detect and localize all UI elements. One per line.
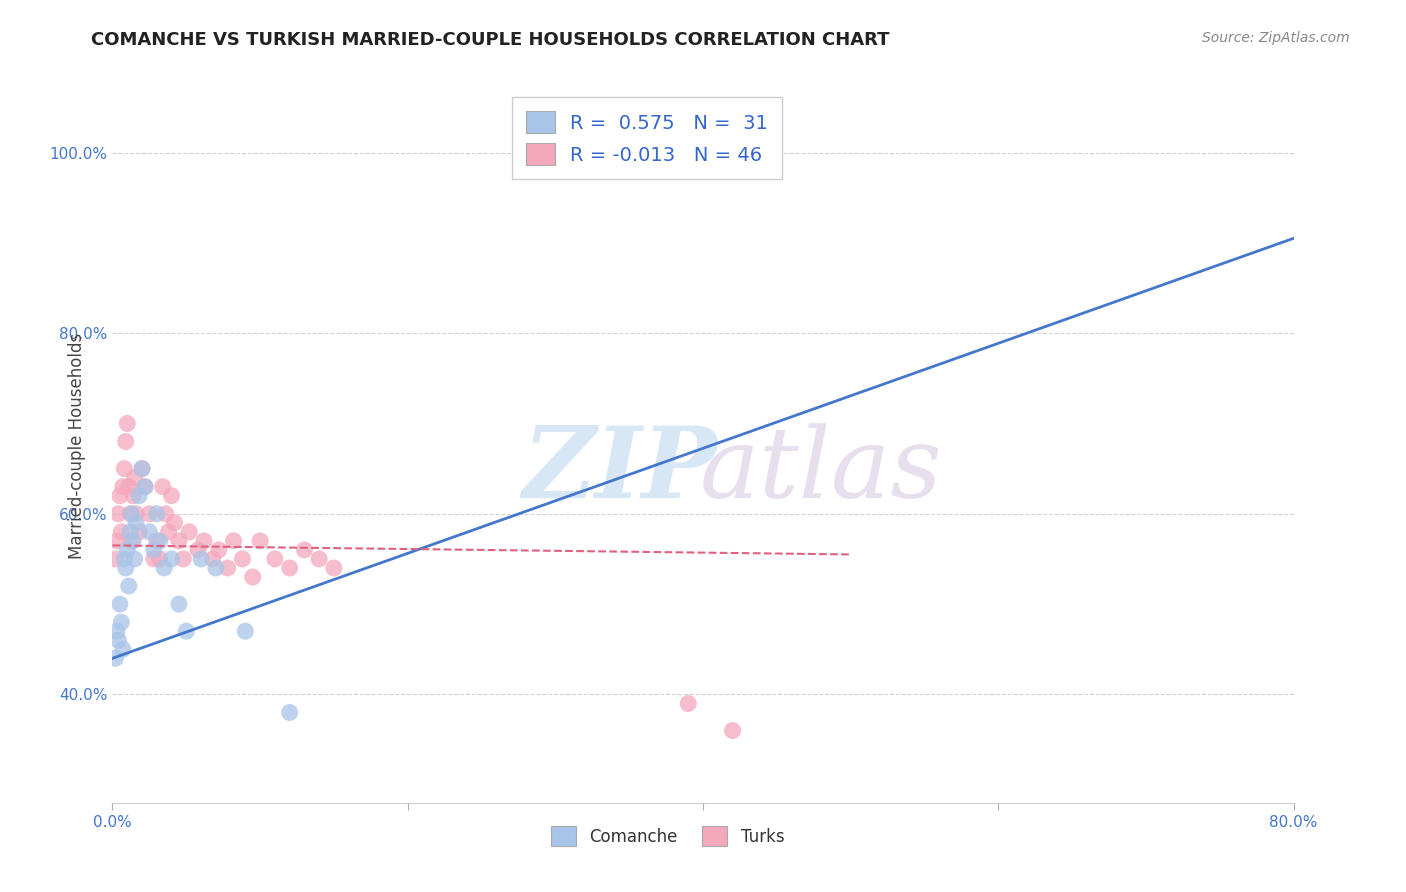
- Point: [155, 507, 177, 521]
- Point: [292, 542, 315, 557]
- Text: Married-couple Households: Married-couple Households: [69, 333, 86, 559]
- Point: [662, 141, 685, 155]
- Point: [122, 489, 145, 503]
- Point: [111, 480, 134, 494]
- Point: [107, 507, 129, 521]
- Point: [231, 552, 253, 566]
- Point: [146, 533, 169, 548]
- Point: [131, 461, 153, 475]
- Point: [128, 489, 150, 503]
- Point: [117, 542, 138, 557]
- Point: [104, 552, 127, 566]
- Point: [678, 697, 700, 711]
- Point: [160, 552, 183, 566]
- Point: [111, 642, 134, 657]
- Point: [138, 524, 160, 539]
- Point: [105, 624, 128, 639]
- Point: [104, 651, 127, 665]
- Point: [167, 597, 190, 611]
- Point: [249, 533, 271, 548]
- Point: [110, 615, 132, 630]
- Point: [160, 489, 183, 503]
- Point: [308, 552, 330, 566]
- Point: [323, 561, 346, 575]
- Point: [134, 480, 156, 494]
- Point: [146, 507, 169, 521]
- Point: [117, 417, 138, 431]
- Point: [233, 624, 256, 639]
- Point: [122, 533, 145, 548]
- Point: [278, 561, 301, 575]
- Point: [149, 533, 172, 548]
- Point: [157, 524, 180, 539]
- Text: atlas: atlas: [700, 423, 942, 518]
- Point: [112, 552, 135, 566]
- Point: [201, 552, 224, 566]
- Point: [110, 524, 132, 539]
- Point: [152, 480, 174, 494]
- Point: [149, 552, 172, 566]
- Point: [124, 471, 146, 485]
- Point: [138, 507, 160, 521]
- Text: Source: ZipAtlas.com: Source: ZipAtlas.com: [1202, 31, 1350, 45]
- Point: [163, 516, 186, 530]
- Point: [124, 552, 146, 566]
- Point: [217, 561, 239, 575]
- Point: [193, 533, 215, 548]
- Point: [153, 561, 176, 575]
- Point: [125, 516, 148, 530]
- Point: [134, 480, 156, 494]
- Point: [174, 624, 197, 639]
- Point: [114, 434, 136, 449]
- Point: [278, 706, 301, 720]
- Point: [107, 633, 129, 648]
- Point: [208, 542, 231, 557]
- Point: [105, 533, 128, 548]
- Point: [167, 533, 190, 548]
- Point: [172, 552, 194, 566]
- Point: [120, 524, 142, 539]
- Point: [142, 552, 165, 566]
- Point: [142, 542, 165, 557]
- Point: [222, 533, 245, 548]
- Point: [179, 524, 201, 539]
- Point: [131, 461, 153, 475]
- Point: [721, 723, 744, 738]
- Point: [128, 524, 150, 539]
- Text: ZIP: ZIP: [523, 422, 718, 518]
- Point: [108, 597, 131, 611]
- Point: [121, 507, 143, 521]
- Legend: Comanche, Turks: Comanche, Turks: [544, 820, 792, 852]
- Point: [112, 461, 135, 475]
- Point: [108, 489, 131, 503]
- Point: [121, 533, 143, 548]
- Point: [205, 561, 228, 575]
- Point: [114, 561, 136, 575]
- Point: [264, 552, 287, 566]
- Point: [125, 507, 148, 521]
- Point: [242, 570, 264, 584]
- Point: [187, 542, 209, 557]
- Point: [120, 507, 142, 521]
- Point: [118, 579, 141, 593]
- Point: [118, 480, 141, 494]
- Point: [190, 552, 212, 566]
- Text: COMANCHE VS TURKISH MARRIED-COUPLE HOUSEHOLDS CORRELATION CHART: COMANCHE VS TURKISH MARRIED-COUPLE HOUSE…: [91, 31, 890, 49]
